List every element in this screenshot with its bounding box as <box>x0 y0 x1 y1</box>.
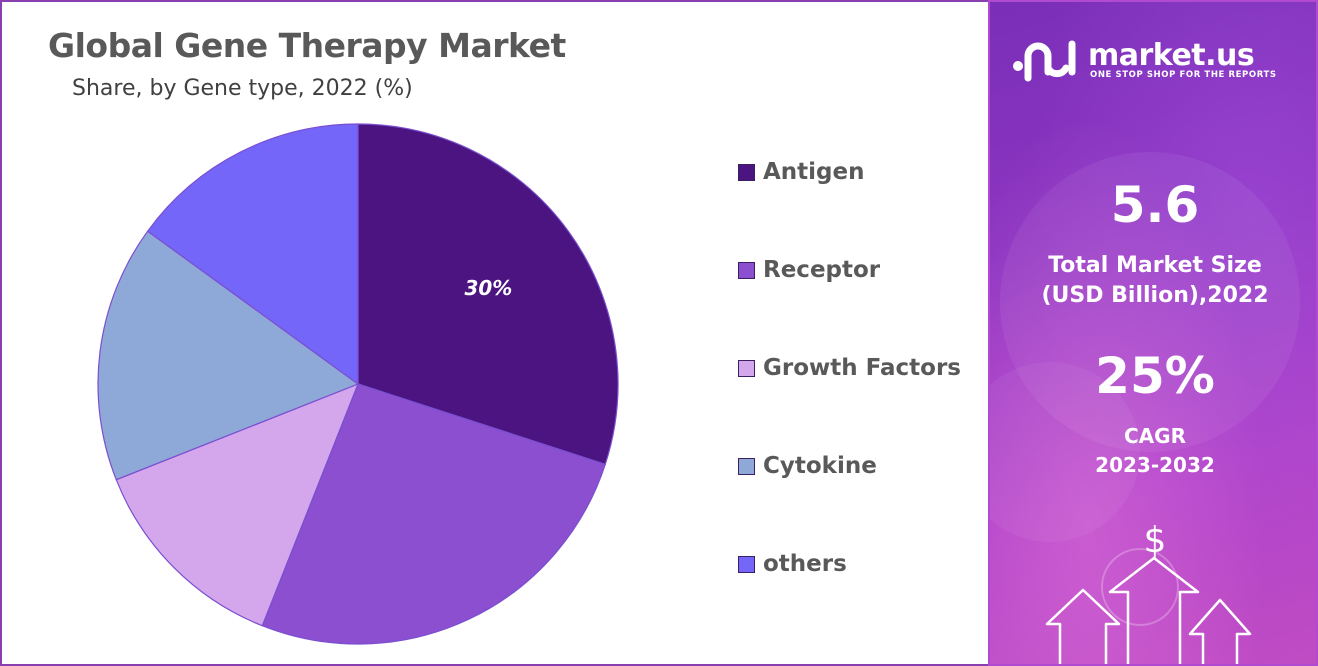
legend-label: Growth Factors <box>763 355 961 381</box>
pie-slice-growth-factors <box>115 382 360 627</box>
pie-slice-antigen <box>357 123 619 466</box>
legend-swatch <box>738 457 755 475</box>
legend-item-growth-factors: Growth Factors <box>738 348 961 388</box>
legend-label: Receptor <box>763 257 881 283</box>
market-size-label-line1: Total Market Size <box>1048 253 1262 278</box>
legend-swatch <box>738 261 755 279</box>
dollar-icon: $ <box>1144 520 1167 561</box>
background-decoration <box>990 152 1300 626</box>
cagr-label: CAGR 2023-2032 <box>990 422 1316 480</box>
stats-sidebar: market.us ONE STOP SHOP FOR THE REPORTS … <box>988 0 1318 666</box>
brand-logo: market.us ONE STOP SHOP FOR THE REPORTS <box>1010 38 1310 88</box>
legend-label: others <box>763 551 847 577</box>
cagr-label-line2: 2023-2032 <box>1095 453 1215 477</box>
legend-swatch <box>738 163 755 181</box>
legend-item-receptor: Receptor <box>738 250 880 290</box>
brand-tagline: ONE STOP SHOP FOR THE REPORTS <box>1090 70 1277 80</box>
pie-chart: 30% <box>97 123 619 645</box>
market-us-logo-icon <box>1013 40 1076 82</box>
market-size-label-line2: (USD Billion),2022 <box>1041 283 1269 308</box>
legend-swatch <box>738 555 755 573</box>
chart-subtitle: Share, by Gene type, 2022 (%) <box>72 76 413 101</box>
growth-arrows-icon: $ <box>1045 520 1252 664</box>
market-size-value: 5.6 <box>1110 176 1200 234</box>
legend-swatch <box>738 359 755 377</box>
chart-panel: Global Gene Therapy Market Share, by Gen… <box>0 0 988 666</box>
market-size-label: Total Market Size (USD Billion),2022 <box>990 251 1316 311</box>
cagr-value: 25% <box>1095 347 1215 405</box>
pie-slice-receptor <box>261 383 607 645</box>
brand-name: market.us <box>1088 38 1255 73</box>
legend-item-antigen: Antigen <box>738 152 865 192</box>
chart-title: Global Gene Therapy Market <box>48 26 566 65</box>
legend-item-cytokine: Cytokine <box>738 446 877 486</box>
pie-slice-others <box>146 123 359 386</box>
pie-data-label-antigen: 30% <box>464 276 512 300</box>
pie-slice-cytokine <box>97 230 360 481</box>
legend-item-others: others <box>738 544 847 584</box>
legend-label: Cytokine <box>763 453 877 479</box>
cagr-label-line1: CAGR <box>1124 424 1186 448</box>
legend-label: Antigen <box>763 159 865 185</box>
